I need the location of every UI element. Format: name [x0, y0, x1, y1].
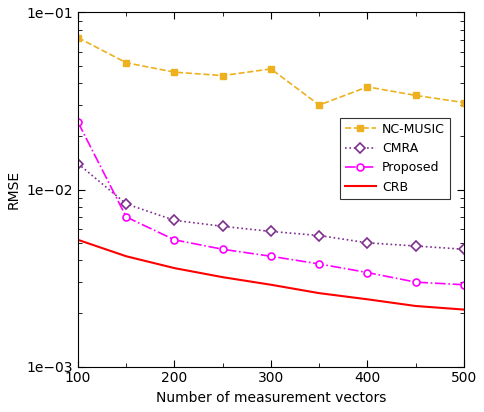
Line: NC-MUSIC: NC-MUSIC — [75, 34, 468, 108]
CRB — [171, 266, 177, 271]
X-axis label: Number of measurement vectors: Number of measurement vectors — [156, 391, 386, 405]
CMRA — [75, 161, 81, 166]
Line: CMRA: CMRA — [75, 160, 468, 253]
CMRA — [220, 224, 226, 229]
CMRA — [461, 247, 467, 252]
NC-MUSIC — [123, 60, 129, 65]
NC-MUSIC — [461, 100, 467, 105]
CRB — [317, 291, 322, 296]
Proposed — [220, 247, 226, 252]
Proposed — [317, 262, 322, 267]
Line: Proposed: Proposed — [75, 119, 468, 288]
Proposed — [413, 280, 419, 285]
Y-axis label: RMSE: RMSE — [7, 170, 21, 209]
Proposed — [364, 270, 370, 275]
NC-MUSIC — [171, 70, 177, 75]
CRB — [461, 307, 467, 312]
CMRA — [171, 218, 177, 223]
CMRA — [364, 240, 370, 245]
CRB — [413, 304, 419, 309]
CRB — [364, 297, 370, 302]
Proposed — [75, 120, 81, 125]
Legend: NC-MUSIC, CMRA, Proposed, CRB: NC-MUSIC, CMRA, Proposed, CRB — [340, 118, 450, 199]
NC-MUSIC — [413, 93, 419, 98]
NC-MUSIC — [364, 84, 370, 89]
CRB — [75, 237, 81, 242]
CRB — [220, 275, 226, 280]
Proposed — [123, 215, 129, 220]
NC-MUSIC — [220, 73, 226, 78]
CRB — [123, 254, 129, 259]
CMRA — [317, 233, 322, 238]
CMRA — [123, 201, 129, 206]
Proposed — [268, 254, 274, 259]
Proposed — [171, 237, 177, 242]
NC-MUSIC — [317, 103, 322, 108]
CRB — [268, 282, 274, 287]
NC-MUSIC — [268, 66, 274, 71]
NC-MUSIC — [75, 35, 81, 40]
Proposed — [461, 282, 467, 287]
CMRA — [268, 229, 274, 234]
CMRA — [413, 243, 419, 248]
Line: CRB: CRB — [78, 240, 464, 309]
